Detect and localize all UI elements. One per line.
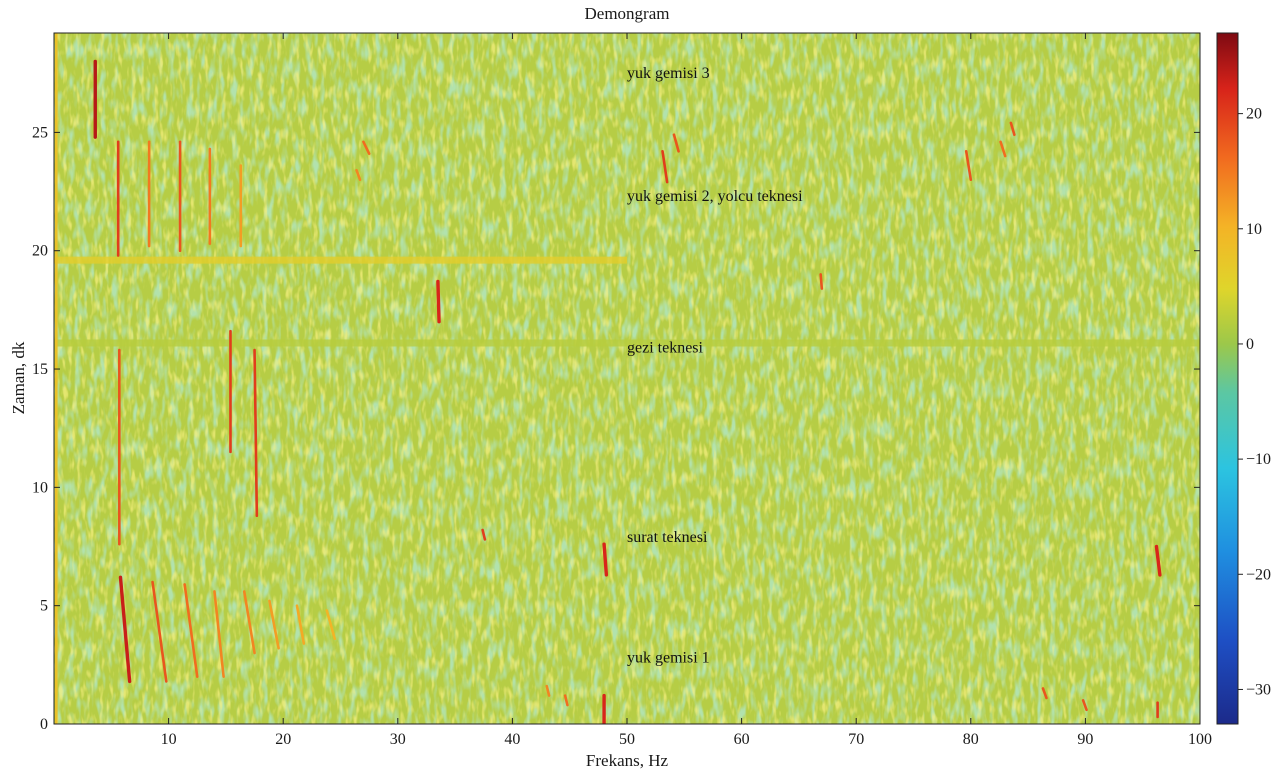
x-axis: 10 20 30 40 50 60 70 80 90 100 xyxy=(161,33,1212,748)
x-tick-label: 90 xyxy=(1077,731,1093,748)
x-tick-label: 60 xyxy=(734,731,750,748)
tonal-line xyxy=(253,348,259,518)
tonal-line xyxy=(545,684,551,697)
y-tick-label: 15 xyxy=(32,361,48,378)
tonal-line xyxy=(481,528,487,541)
colorbar: 20 10 0 −10 −20 −30 xyxy=(1216,32,1271,725)
colorbar-ticks: 20 10 0 −10 −20 −30 xyxy=(1238,106,1271,698)
colorbar-tick-label: 20 xyxy=(1246,106,1262,123)
x-tick-label: 100 xyxy=(1188,731,1212,748)
colorbar-tick-label: 0 xyxy=(1246,336,1254,353)
colorbar-gradient xyxy=(1216,32,1239,725)
tonal-line xyxy=(672,133,680,153)
tonal-line xyxy=(295,604,306,645)
x-tick-label: 80 xyxy=(963,731,979,748)
tonal-line xyxy=(1154,544,1162,577)
tonal-line xyxy=(964,150,973,182)
y-axis: 0 5 10 15 20 25 xyxy=(32,124,1200,733)
x-tick-label: 50 xyxy=(619,731,635,748)
x-axis-title: Frekans, Hz xyxy=(586,751,669,770)
annotation-label: yuk gemisi 2, yolcu teknesi xyxy=(627,188,803,205)
annotation-label: yuk gemisi 3 xyxy=(627,65,710,82)
tonal-line xyxy=(602,542,609,577)
annotations: yuk gemisi 3 yuk gemisi 2, yolcu teknesi g… xyxy=(627,65,803,667)
y-tick-label: 0 xyxy=(40,716,48,733)
x-tick-label: 20 xyxy=(275,731,291,748)
tonal-line xyxy=(242,590,256,655)
x-tick-label: 40 xyxy=(504,731,520,748)
tonal-line xyxy=(118,575,132,684)
horizontal-bands xyxy=(54,256,1200,347)
tonal-line xyxy=(183,583,199,678)
tonal-line xyxy=(268,599,280,650)
heatmap-noise-yellow xyxy=(54,33,1200,724)
tonal-line xyxy=(151,580,168,683)
tonal-line xyxy=(819,273,824,290)
tonal-line xyxy=(661,150,669,184)
x-tick-label: 10 xyxy=(161,731,177,748)
tonal-line xyxy=(563,694,569,707)
y-tick-label: 20 xyxy=(32,243,48,260)
tonal-line xyxy=(1009,121,1016,137)
tonal-lines xyxy=(54,33,1162,724)
annotation-label: surat teknesi xyxy=(627,529,708,546)
tonal-line xyxy=(355,168,362,182)
y-tick-label: 10 xyxy=(32,479,48,496)
colorbar-tick-label: −10 xyxy=(1246,451,1271,468)
y-tick-label: 5 xyxy=(40,598,48,615)
colorbar-tick-label: −20 xyxy=(1246,566,1271,583)
y-tick-label: 25 xyxy=(32,124,48,141)
annotation-label: gezi teknesi xyxy=(627,339,704,356)
chart-title: Demongram xyxy=(585,4,670,23)
tonal-line xyxy=(436,279,441,324)
x-tick-label: 30 xyxy=(390,731,406,748)
tonal-line xyxy=(362,140,371,155)
colorbar-tick-label: 10 xyxy=(1246,221,1262,238)
tonal-line xyxy=(325,609,337,641)
tonal-line xyxy=(213,590,225,678)
x-tick-label: 70 xyxy=(848,731,864,748)
tonal-line xyxy=(999,140,1007,158)
tonal-line xyxy=(1041,687,1048,700)
annotation-label: yuk gemisi 1 xyxy=(627,649,710,666)
colorbar-tick-label: −30 xyxy=(1246,681,1271,698)
tonal-line xyxy=(1081,699,1088,712)
y-axis-title: Zaman, dk xyxy=(9,341,28,414)
plot-area: yuk gemisi 3 yuk gemisi 2, yolcu teknesi g… xyxy=(53,32,1201,725)
